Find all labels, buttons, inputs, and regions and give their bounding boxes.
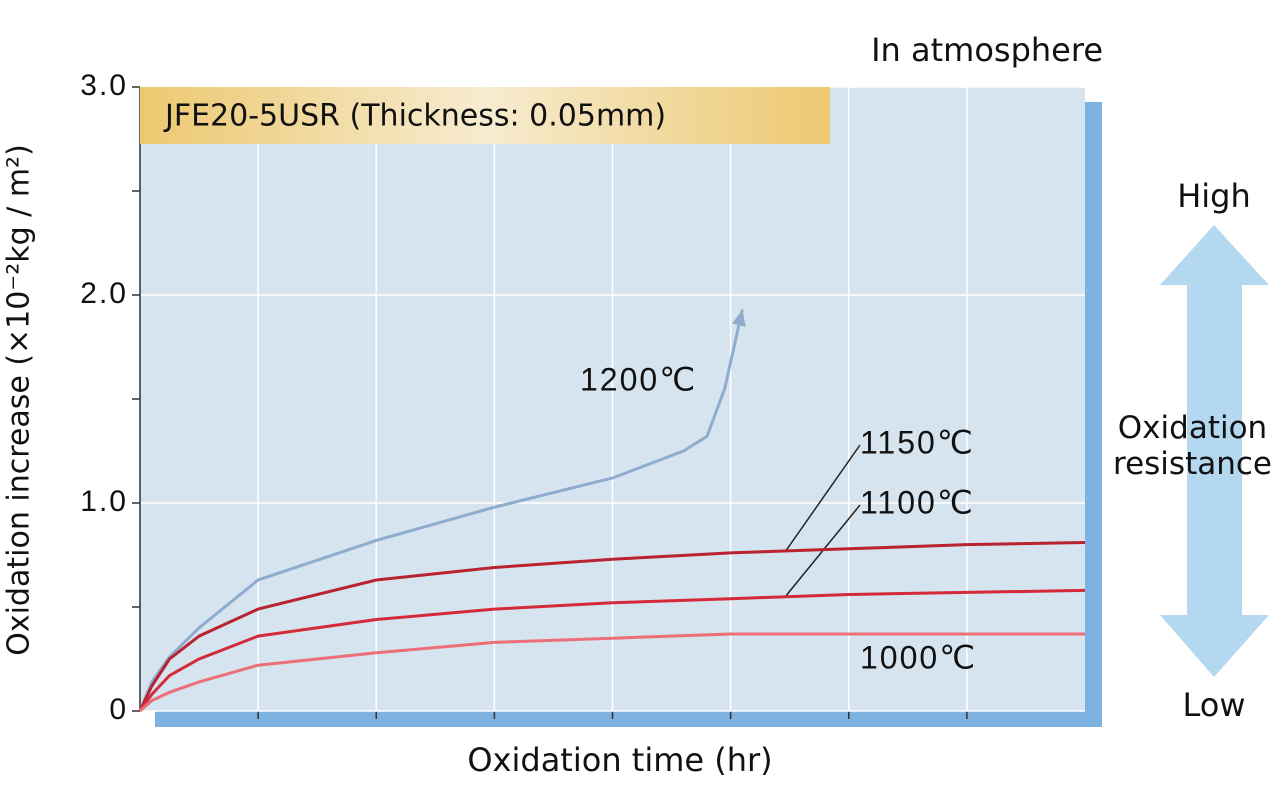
y-tick-label: 0 bbox=[109, 693, 128, 726]
shadow-right bbox=[1085, 102, 1102, 727]
series-line bbox=[139, 632, 1085, 713]
series-label: 1150℃ bbox=[860, 424, 975, 460]
series-line bbox=[138, 588, 1086, 712]
leader-line bbox=[784, 444, 861, 553]
shadow-bottom bbox=[155, 711, 1102, 727]
y-tick-label: 2.0 bbox=[80, 277, 128, 310]
series-label: 1000℃ bbox=[860, 639, 977, 675]
scale-label: Oxidation resistance bbox=[1113, 410, 1272, 482]
arrow-head bbox=[732, 309, 746, 327]
box-label: JFE20-5USR (Thickness: 0.05mm) bbox=[163, 99, 666, 134]
series-label: 1100℃ bbox=[860, 484, 975, 520]
y-tick-label: 1.0 bbox=[80, 485, 128, 518]
y-tick-label: 3.0 bbox=[80, 69, 128, 102]
y-axis-label: Oxidation increase (×10⁻²kg / m²) bbox=[2, 144, 37, 656]
x-axis-label: Oxidation time (hr) bbox=[467, 741, 772, 779]
scale-bottom: Low bbox=[1182, 686, 1245, 724]
scale-arrow bbox=[1160, 225, 1269, 677]
series-line bbox=[138, 541, 1086, 712]
series-label: 1200℃ bbox=[580, 361, 697, 397]
annotation: In atmosphere bbox=[871, 31, 1103, 69]
scale-top: High bbox=[1177, 177, 1251, 215]
scale-label-box: Oxidation resistance bbox=[1113, 410, 1272, 482]
label-box bbox=[140, 87, 830, 144]
